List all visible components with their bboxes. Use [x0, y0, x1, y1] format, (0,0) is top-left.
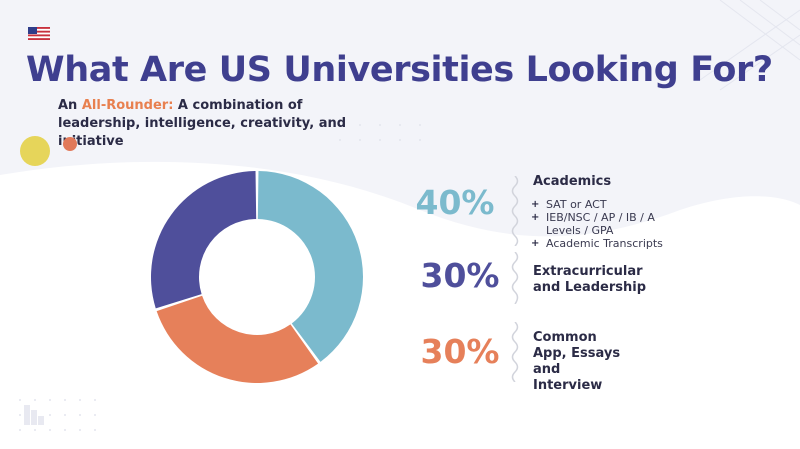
pct-common-app: 30% [420, 332, 500, 371]
squiggle-divider [511, 176, 519, 246]
list-item: + Academic Transcripts [531, 237, 663, 250]
donut-slice-academics [257, 171, 363, 362]
legend-title-common-app: Common App, Essays and Interview [533, 330, 621, 393]
decor-dot-yellow [20, 136, 50, 166]
page-title: What Are US Universities Looking For? [26, 50, 773, 90]
us-flag-icon [28, 27, 50, 40]
donut-chart [151, 171, 363, 383]
squiggle-divider [511, 252, 519, 304]
subtitle-prefix: An [58, 98, 82, 113]
list-item: + SAT or ACT [531, 198, 607, 211]
plus-icon: + [531, 199, 540, 210]
subtitle: An All-Rounder: A combination of leaders… [58, 97, 388, 151]
pct-extracurricular: 30% [420, 256, 500, 295]
pct-academics: 40% [415, 183, 495, 222]
legend-title-academics: Academics [533, 174, 612, 189]
donut-slice-extracurricular [151, 171, 257, 309]
list-item: + IEB/NSC / AP / IB / A Levels / GPA [531, 211, 655, 237]
legend-title-extracurricular: Extracurricular and Leadership [533, 264, 647, 295]
plus-icon: + [531, 212, 540, 223]
donut-slice-common [156, 295, 319, 383]
decor-dot-orange [63, 137, 77, 151]
subtitle-accent: All-Rounder: [81, 98, 174, 113]
squiggle-divider [511, 322, 519, 382]
plus-icon: + [531, 238, 540, 249]
academics-items: + SAT or ACT + IEB/NSC / AP / IB / A Level… [530, 198, 680, 250]
